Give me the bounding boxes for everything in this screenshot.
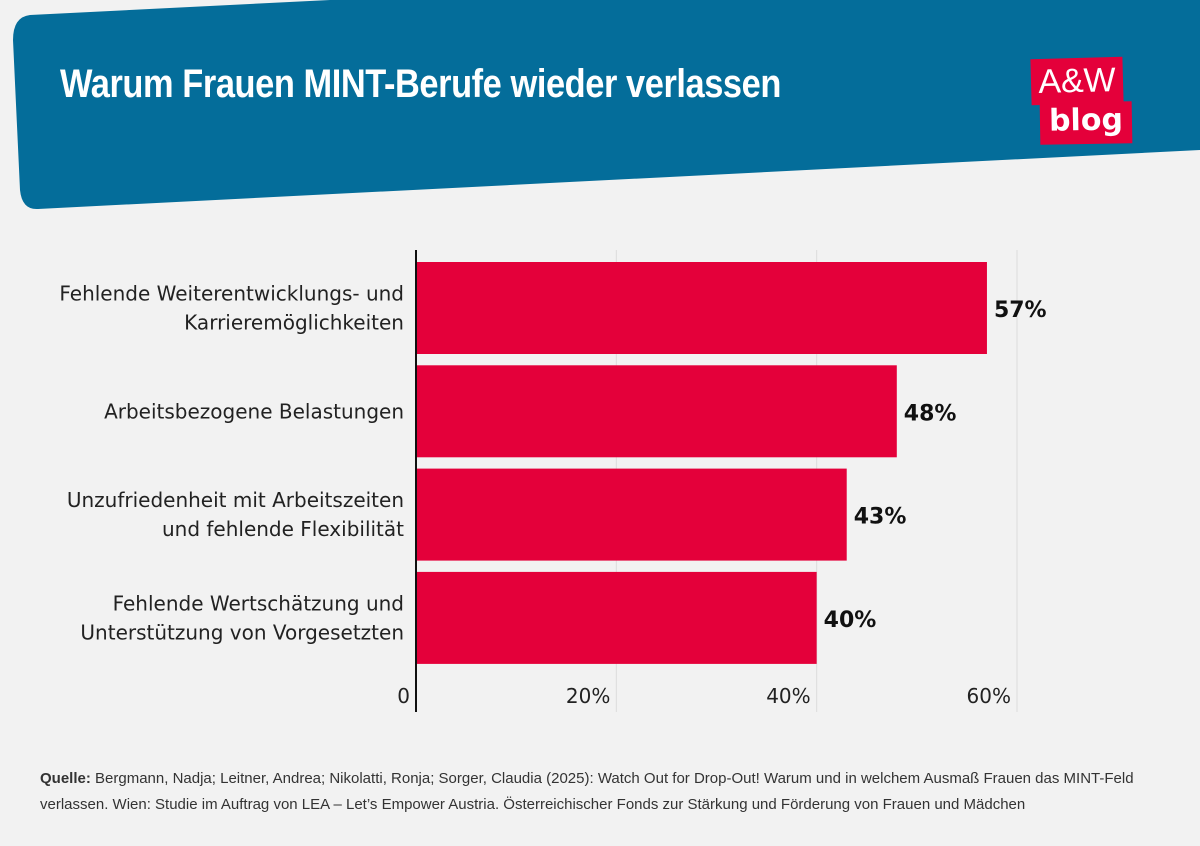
source-text: Bergmann, Nadja; Leitner, Andrea; Nikola…: [40, 770, 1134, 813]
category-label: Unzufriedenheit mit Arbeitszeiten: [67, 488, 404, 512]
data-label: 48%: [904, 401, 957, 426]
data-label: 43%: [854, 505, 907, 530]
source-note: Quelle: Bergmann, Nadja; Leitner, Andrea…: [40, 766, 1180, 818]
x-tick-label: 0: [397, 684, 410, 708]
category-label: Karrieremöglichkeiten: [184, 311, 404, 335]
x-tick-label: 20%: [566, 684, 610, 708]
category-label: Fehlende Wertschätzung und: [113, 591, 404, 615]
data-label: 57%: [994, 298, 1047, 323]
x-tick-label: 40%: [766, 684, 810, 708]
bar: [416, 468, 847, 561]
category-label: Fehlende Weiterentwicklungs- und: [59, 282, 404, 306]
category-label: Arbeitsbezogene Belastungen: [104, 399, 404, 423]
bar: [416, 365, 897, 458]
chart-title: Warum Frauen MINT-Berufe wieder verlasse…: [60, 62, 781, 106]
category-label: Unterstützung von Vorgesetzten: [80, 620, 404, 644]
data-label: 40%: [824, 608, 877, 633]
source-label: Quelle:: [40, 770, 91, 787]
category-label: und fehlende Flexibilität: [162, 517, 404, 541]
header-banner: [13, 0, 1200, 210]
bar: [416, 262, 987, 354]
bar: [416, 571, 817, 664]
x-tick-label: 60%: [967, 684, 1011, 708]
